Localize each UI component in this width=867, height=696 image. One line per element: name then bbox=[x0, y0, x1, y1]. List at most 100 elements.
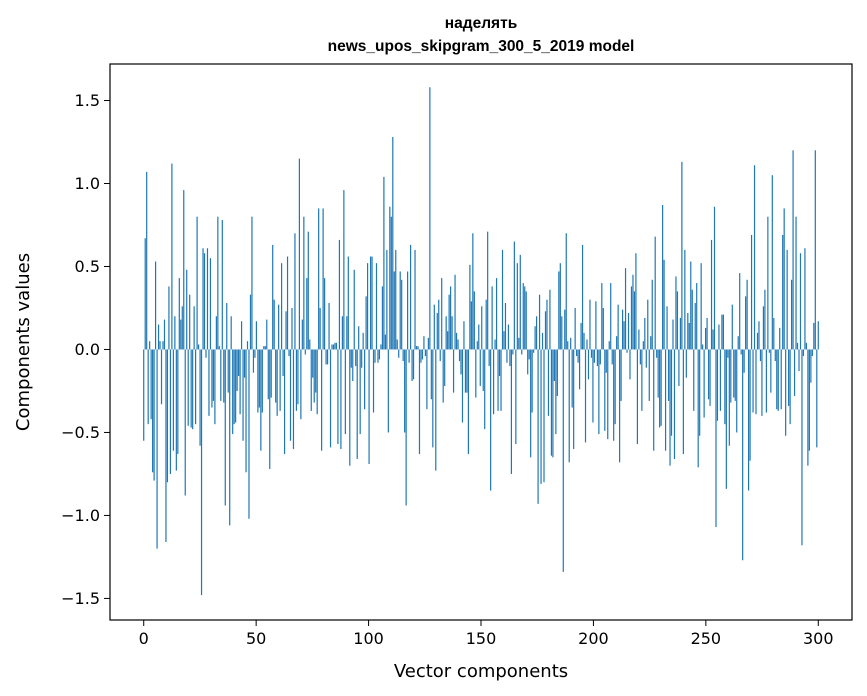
bar bbox=[245, 349, 247, 473]
bar bbox=[494, 339, 496, 350]
bar bbox=[758, 321, 760, 350]
bar bbox=[696, 283, 698, 350]
bar bbox=[463, 321, 465, 350]
bar bbox=[334, 342, 336, 350]
bar bbox=[626, 349, 628, 353]
bar bbox=[762, 306, 765, 350]
bar bbox=[647, 299, 649, 350]
bar bbox=[546, 299, 548, 350]
bar bbox=[156, 349, 158, 549]
bar bbox=[676, 291, 679, 350]
bar bbox=[240, 321, 243, 350]
bar bbox=[405, 349, 407, 506]
bar bbox=[322, 208, 324, 350]
bar bbox=[672, 319, 674, 350]
bar bbox=[171, 163, 173, 350]
x-tick-label: 50 bbox=[246, 629, 266, 648]
bar bbox=[309, 339, 311, 350]
bar bbox=[318, 208, 320, 350]
bar bbox=[491, 286, 493, 350]
bar bbox=[159, 341, 161, 350]
y-tick-label: −1.5 bbox=[61, 589, 100, 608]
bar bbox=[728, 349, 730, 446]
bar bbox=[324, 278, 326, 350]
bar bbox=[555, 349, 557, 435]
bar bbox=[518, 337, 520, 350]
bar bbox=[251, 216, 253, 350]
bar bbox=[386, 249, 388, 350]
bar bbox=[426, 349, 428, 410]
bar bbox=[220, 349, 222, 401]
bar bbox=[793, 349, 796, 396]
bar bbox=[663, 259, 665, 350]
bar bbox=[654, 236, 656, 350]
y-tick-label: 0.5 bbox=[75, 257, 100, 276]
bar bbox=[804, 248, 806, 350]
bar bbox=[764, 289, 766, 350]
bar bbox=[639, 349, 641, 365]
bar bbox=[623, 321, 625, 350]
bar bbox=[202, 248, 204, 350]
bar bbox=[282, 349, 284, 377]
bar bbox=[789, 349, 791, 425]
bar bbox=[421, 349, 424, 360]
bar bbox=[375, 263, 378, 350]
bar bbox=[430, 349, 432, 400]
bar bbox=[226, 303, 228, 350]
bar bbox=[232, 349, 234, 435]
bar bbox=[175, 349, 177, 471]
bar bbox=[662, 205, 664, 350]
bar bbox=[584, 349, 587, 443]
bar bbox=[642, 341, 644, 350]
bar bbox=[263, 346, 265, 350]
bar bbox=[525, 291, 527, 350]
bar bbox=[264, 346, 266, 350]
bar bbox=[544, 311, 547, 350]
bar bbox=[630, 286, 633, 350]
bar bbox=[805, 342, 808, 350]
bar bbox=[614, 349, 616, 425]
bar bbox=[509, 349, 511, 367]
bar bbox=[260, 349, 262, 451]
bar bbox=[495, 278, 498, 350]
bar bbox=[288, 349, 290, 357]
bar bbox=[777, 349, 779, 411]
bar bbox=[504, 303, 507, 350]
bar bbox=[611, 349, 613, 365]
bar bbox=[653, 349, 655, 451]
bar bbox=[547, 349, 550, 416]
bar bbox=[229, 349, 231, 526]
bar bbox=[165, 349, 167, 542]
bar bbox=[457, 339, 459, 350]
bar bbox=[401, 279, 403, 350]
bar bbox=[414, 249, 416, 350]
bar bbox=[583, 332, 585, 350]
bar bbox=[713, 206, 716, 350]
bar bbox=[283, 349, 286, 455]
y-tick-label: 1.5 bbox=[75, 91, 100, 110]
bar bbox=[423, 336, 425, 350]
bar bbox=[298, 158, 300, 350]
bar bbox=[335, 342, 338, 350]
bar bbox=[746, 279, 748, 350]
bar bbox=[817, 321, 819, 350]
bar bbox=[710, 239, 713, 350]
bar bbox=[700, 263, 702, 350]
bar bbox=[315, 349, 317, 393]
bar bbox=[687, 312, 689, 350]
bar bbox=[404, 349, 406, 433]
bar bbox=[396, 339, 398, 350]
bar bbox=[297, 349, 299, 405]
bar bbox=[619, 349, 621, 463]
bar bbox=[559, 263, 561, 350]
bar bbox=[411, 349, 413, 381]
bar bbox=[214, 349, 216, 425]
bar bbox=[498, 349, 501, 377]
bar bbox=[691, 289, 693, 350]
bar bbox=[519, 254, 521, 350]
bar bbox=[390, 216, 392, 350]
bar bbox=[178, 278, 180, 350]
bar bbox=[152, 349, 154, 473]
bar bbox=[515, 349, 517, 445]
bar bbox=[524, 286, 526, 350]
